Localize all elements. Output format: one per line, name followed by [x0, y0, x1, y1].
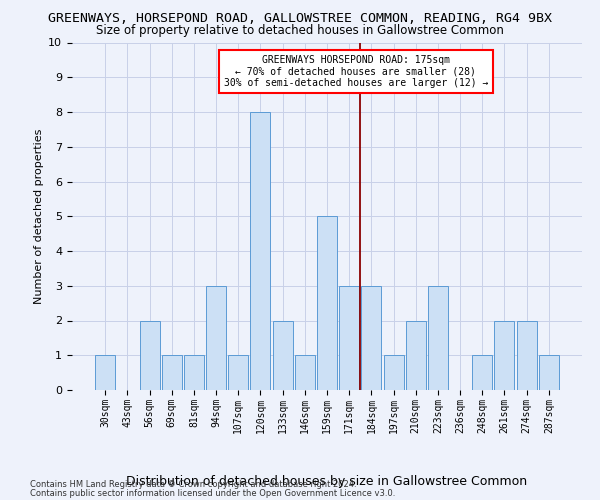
Text: GREENWAYS, HORSEPOND ROAD, GALLOWSTREE COMMON, READING, RG4 9BX: GREENWAYS, HORSEPOND ROAD, GALLOWSTREE C… [48, 12, 552, 26]
Bar [406, 320, 426, 390]
Bar [339, 286, 359, 390]
Bar [295, 355, 315, 390]
Text: GREENWAYS HORSEPOND ROAD: 175sqm
← 70% of detached houses are smaller (28)
30% o: GREENWAYS HORSEPOND ROAD: 175sqm ← 70% o… [224, 54, 488, 88]
Bar [250, 112, 271, 390]
Bar [472, 355, 492, 390]
Bar [361, 286, 382, 390]
Y-axis label: Number of detached properties: Number of detached properties [34, 128, 44, 304]
Bar [162, 355, 182, 390]
Text: Contains HM Land Registry data © Crown copyright and database right 2024.: Contains HM Land Registry data © Crown c… [30, 480, 356, 489]
Text: Size of property relative to detached houses in Gallowstree Common: Size of property relative to detached ho… [96, 24, 504, 37]
Bar [539, 355, 559, 390]
X-axis label: Distribution of detached houses by size in Gallowstree Common: Distribution of detached houses by size … [127, 474, 527, 488]
Bar [317, 216, 337, 390]
Bar [95, 355, 115, 390]
Bar [272, 320, 293, 390]
Bar [383, 355, 404, 390]
Bar [428, 286, 448, 390]
Bar [494, 320, 514, 390]
Bar [228, 355, 248, 390]
Bar [140, 320, 160, 390]
Bar [184, 355, 204, 390]
Bar [206, 286, 226, 390]
Text: Contains public sector information licensed under the Open Government Licence v3: Contains public sector information licen… [30, 488, 395, 498]
Bar [517, 320, 536, 390]
